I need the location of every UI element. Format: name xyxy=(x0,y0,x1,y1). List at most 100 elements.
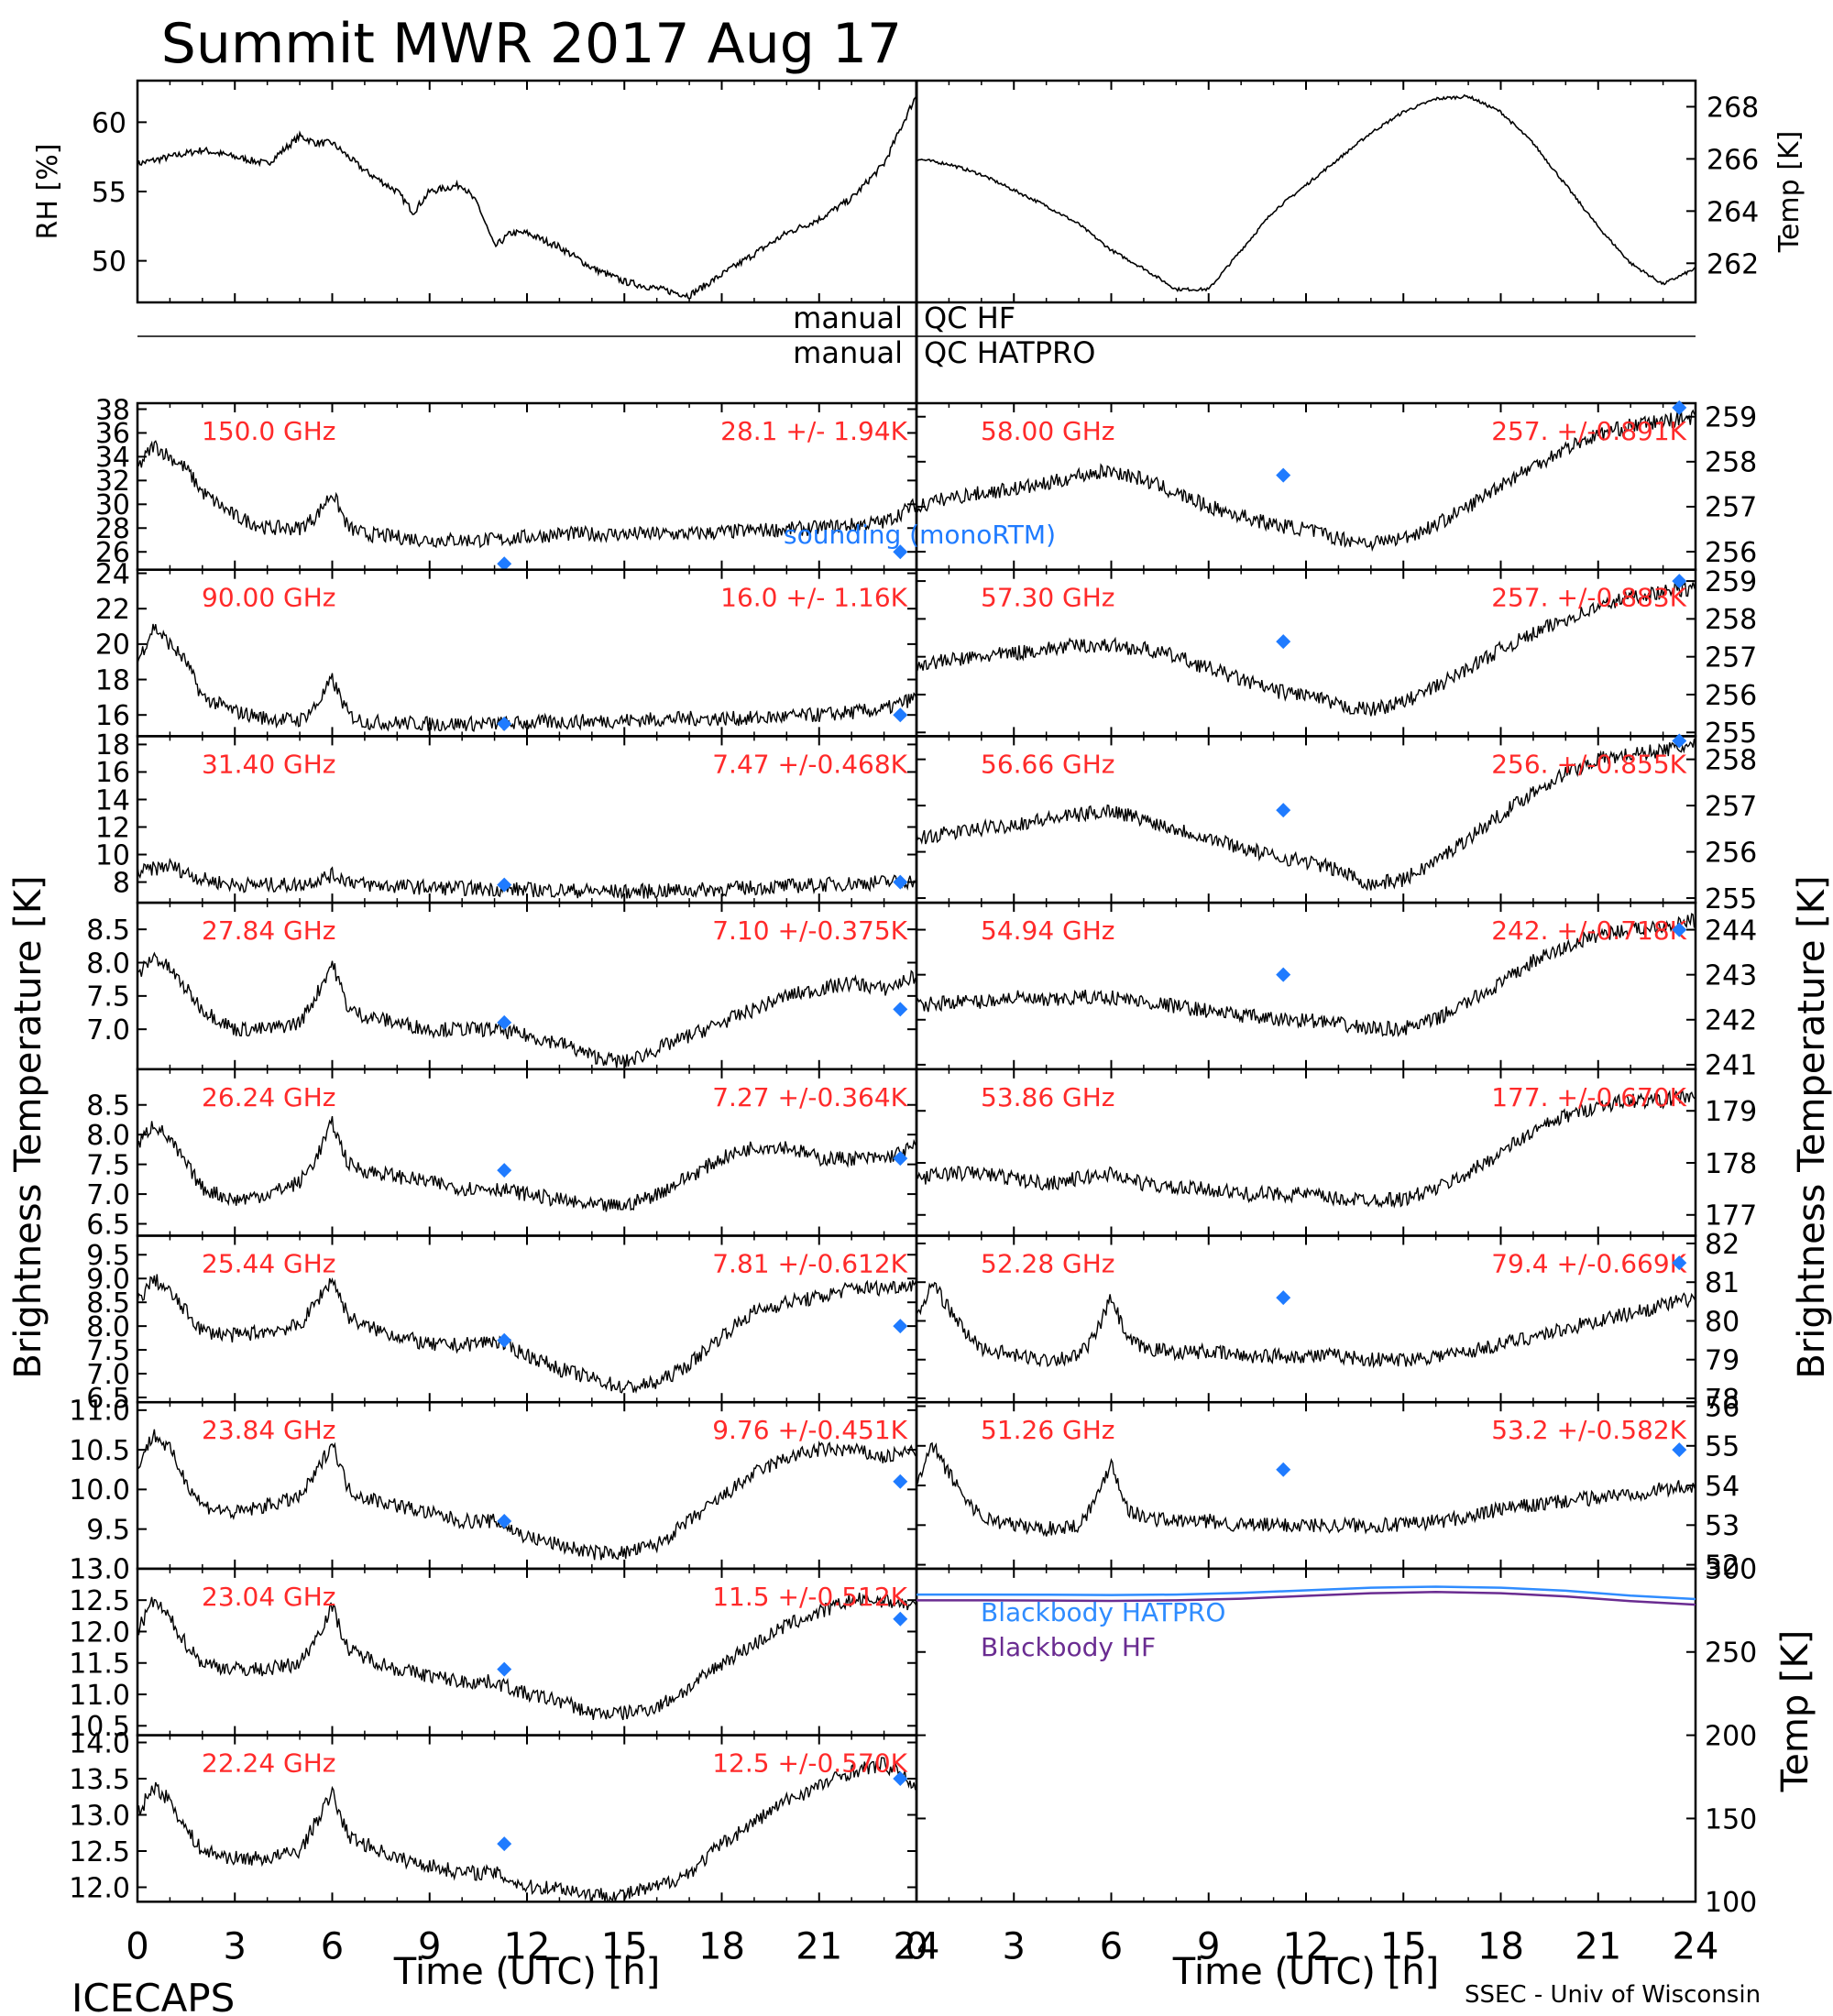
y-tick-label: 258 xyxy=(1705,447,1757,479)
channel-frequency-label: 53.86 GHz xyxy=(981,1082,1115,1112)
y-tick-label: 55 xyxy=(92,177,126,209)
channel-trace xyxy=(137,1274,917,1394)
y-tick-label: 82 xyxy=(1705,1229,1740,1261)
x-tick-label: 6 xyxy=(1100,1925,1123,1967)
x-tick-label: 18 xyxy=(698,1925,745,1967)
blackbody-line xyxy=(916,1585,1696,1601)
qc-hatpro-label: QC HATPRO xyxy=(924,335,1095,370)
y-tick-label: 10.0 xyxy=(69,1474,130,1507)
y-tick-label: 200 xyxy=(1705,1720,1757,1752)
y-tick-label: 12.0 xyxy=(69,1616,130,1649)
y-tick-label: 8.0 xyxy=(86,1120,130,1152)
rh-ylabel: RH [%] xyxy=(32,144,64,240)
y-tick-label: 53 xyxy=(1705,1510,1740,1542)
y-tick-label: 268 xyxy=(1707,92,1759,124)
y-tick-label: 8.0 xyxy=(86,948,130,980)
channel-stats-label: 257. +/-0.883K xyxy=(1491,583,1686,613)
y-tick-label: 266 xyxy=(1707,144,1759,176)
channel-trace xyxy=(916,582,1696,717)
sounding-marker xyxy=(1672,400,1687,415)
y-tick-label: 11.0 xyxy=(69,1680,130,1712)
channel-frequency-label: 25.44 GHz xyxy=(202,1249,336,1279)
sounding-marker xyxy=(893,874,908,890)
channel-frequency-label: 51.26 GHz xyxy=(981,1415,1115,1445)
x-tick-label: 9 xyxy=(418,1925,441,1967)
x-tick-label: 24 xyxy=(894,1925,940,1967)
sounding-marker xyxy=(893,1611,908,1627)
y-tick-label: 262 xyxy=(1707,248,1759,280)
y-tick-label: 259 xyxy=(1705,566,1757,598)
x-tick-label: 3 xyxy=(1003,1925,1026,1967)
channel-frequency-label: 56.66 GHz xyxy=(981,749,1115,779)
y-tick-label: 9.5 xyxy=(86,1240,130,1272)
sounding-marker xyxy=(893,707,908,723)
channel-trace xyxy=(137,857,917,900)
y-tick-label: 6.5 xyxy=(86,1209,130,1241)
channel-frequency-label: 54.94 GHz xyxy=(981,915,1115,946)
sounding-marker xyxy=(1276,1462,1291,1477)
y-tick-label: 244 xyxy=(1705,915,1757,947)
y-tick-label: 177 xyxy=(1705,1200,1757,1233)
temp-line xyxy=(916,93,1696,293)
blackbody-ylabel: Temp [K] xyxy=(1774,1630,1817,1793)
y-tick-label: 7.5 xyxy=(86,1149,130,1181)
y-tick-label: 13.5 xyxy=(69,1764,130,1796)
y-tick-label: 7.5 xyxy=(86,981,130,1013)
y-tick-label: 242 xyxy=(1705,1005,1757,1037)
y-tick-label: 20 xyxy=(95,630,130,662)
y-tick-label: 16 xyxy=(95,757,130,789)
y-tick-label: 30 xyxy=(95,489,130,521)
x-tick-label: 12 xyxy=(1283,1925,1330,1967)
channel-stats-label: 7.10 +/-0.375K xyxy=(712,915,907,946)
y-tick-label: 8.0 xyxy=(86,1311,130,1343)
sounding-marker xyxy=(497,1513,512,1528)
channel-trace xyxy=(137,1429,917,1561)
channel-frequency-label: 27.84 GHz xyxy=(202,915,336,946)
channel-trace xyxy=(916,913,1696,1037)
y-tick-label: 14.0 xyxy=(69,1727,130,1759)
y-tick-label: 16 xyxy=(95,700,130,732)
right-xlabel: Time (UTC) [h] xyxy=(1172,1951,1439,1993)
y-tick-label: 256 xyxy=(1705,837,1757,869)
qc-hf-label: QC HF xyxy=(924,301,1015,335)
channel-trace xyxy=(916,739,1696,892)
x-tick-label: 24 xyxy=(1673,1925,1719,1967)
sounding-marker xyxy=(1276,634,1291,650)
y-tick-label: 255 xyxy=(1705,883,1757,915)
y-tick-label: 8.5 xyxy=(86,1090,130,1123)
channel-frequency-label: 31.40 GHz xyxy=(202,749,336,779)
y-tick-label: 255 xyxy=(1705,718,1757,750)
sounding-marker xyxy=(893,1002,908,1017)
sounding-marker xyxy=(1276,803,1291,818)
y-tick-label: 26 xyxy=(95,537,130,569)
y-tick-label: 55 xyxy=(1705,1431,1740,1463)
y-tick-label: 12 xyxy=(95,812,130,844)
channel-trace xyxy=(137,951,917,1068)
y-tick-label: 80 xyxy=(1705,1306,1740,1338)
channel-frequency-label: 58.00 GHz xyxy=(981,416,1115,446)
y-tick-label: 12.0 xyxy=(69,1872,130,1904)
footer-right: SSEC - Univ of Wisconsin xyxy=(1465,1981,1761,2009)
channel-frequency-label: 150.0 GHz xyxy=(202,416,336,446)
channel-stats-label: 177. +/-0.670K xyxy=(1491,1082,1686,1112)
y-tick-label: 54 xyxy=(1705,1471,1740,1503)
left-ylabel: Brightness Temperature [K] xyxy=(7,875,49,1378)
channel-trace xyxy=(137,1591,917,1721)
channel-frequency-label: 23.84 GHz xyxy=(202,1415,336,1445)
y-tick-label: 60 xyxy=(92,107,126,139)
channel-frequency-label: 57.30 GHz xyxy=(981,583,1115,613)
y-tick-label: 243 xyxy=(1705,959,1757,992)
legend-sounding: sounding (monoRTM) xyxy=(784,520,1056,550)
channel-trace xyxy=(916,1090,1696,1209)
y-tick-label: 78 xyxy=(1705,1384,1740,1416)
y-tick-label: 14 xyxy=(95,784,130,816)
y-tick-label: 18 xyxy=(95,664,130,696)
channel-trace xyxy=(916,1441,1696,1537)
y-tick-label: 36 xyxy=(95,418,130,450)
channel-stats-label: 7.47 +/-0.468K xyxy=(712,749,907,779)
sounding-marker xyxy=(893,1474,908,1489)
channel-trace xyxy=(137,623,917,732)
x-tick-label: 12 xyxy=(504,1925,551,1967)
right-ylabel: Brightness Temperature [K] xyxy=(1791,875,1833,1378)
sounding-marker xyxy=(497,716,512,731)
